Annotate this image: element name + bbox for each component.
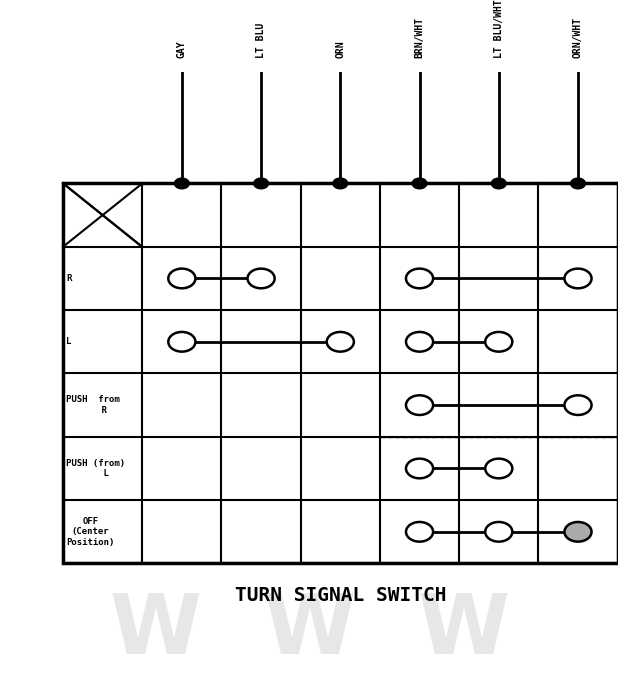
Bar bbox=[63, 183, 618, 563]
Circle shape bbox=[406, 268, 433, 288]
Circle shape bbox=[327, 332, 354, 352]
Circle shape bbox=[412, 178, 427, 189]
Text: W: W bbox=[110, 590, 201, 671]
Circle shape bbox=[565, 396, 592, 415]
Circle shape bbox=[565, 522, 592, 542]
Text: BRN/WHT: BRN/WHT bbox=[415, 17, 425, 58]
Circle shape bbox=[565, 268, 592, 288]
Text: R: R bbox=[66, 274, 71, 283]
Circle shape bbox=[491, 178, 506, 189]
Text: ORN: ORN bbox=[335, 41, 345, 58]
Circle shape bbox=[571, 178, 586, 189]
Circle shape bbox=[254, 178, 269, 189]
Circle shape bbox=[333, 178, 348, 189]
Circle shape bbox=[406, 522, 433, 542]
Circle shape bbox=[406, 332, 433, 352]
Text: W: W bbox=[418, 590, 509, 671]
Text: GAY: GAY bbox=[177, 41, 187, 58]
Text: OFF
(Center
Position): OFF (Center Position) bbox=[66, 517, 115, 547]
Circle shape bbox=[175, 178, 189, 189]
Text: PUSH  from
    R: PUSH from R bbox=[66, 396, 120, 415]
Circle shape bbox=[406, 459, 433, 478]
Text: TURN SIGNAL SWITCH: TURN SIGNAL SWITCH bbox=[235, 586, 446, 605]
Text: LT BLU/WHT: LT BLU/WHT bbox=[494, 0, 504, 58]
Circle shape bbox=[485, 522, 513, 542]
Circle shape bbox=[248, 268, 275, 288]
Circle shape bbox=[168, 332, 196, 352]
Circle shape bbox=[485, 332, 513, 352]
Circle shape bbox=[485, 459, 513, 478]
Text: ORN/WHT: ORN/WHT bbox=[573, 17, 583, 58]
Text: PUSH (from)
    L: PUSH (from) L bbox=[66, 459, 125, 478]
Text: LT BLU: LT BLU bbox=[256, 23, 266, 58]
Circle shape bbox=[168, 268, 196, 288]
Text: W: W bbox=[264, 590, 355, 671]
Text: L: L bbox=[66, 338, 71, 346]
Circle shape bbox=[406, 396, 433, 415]
